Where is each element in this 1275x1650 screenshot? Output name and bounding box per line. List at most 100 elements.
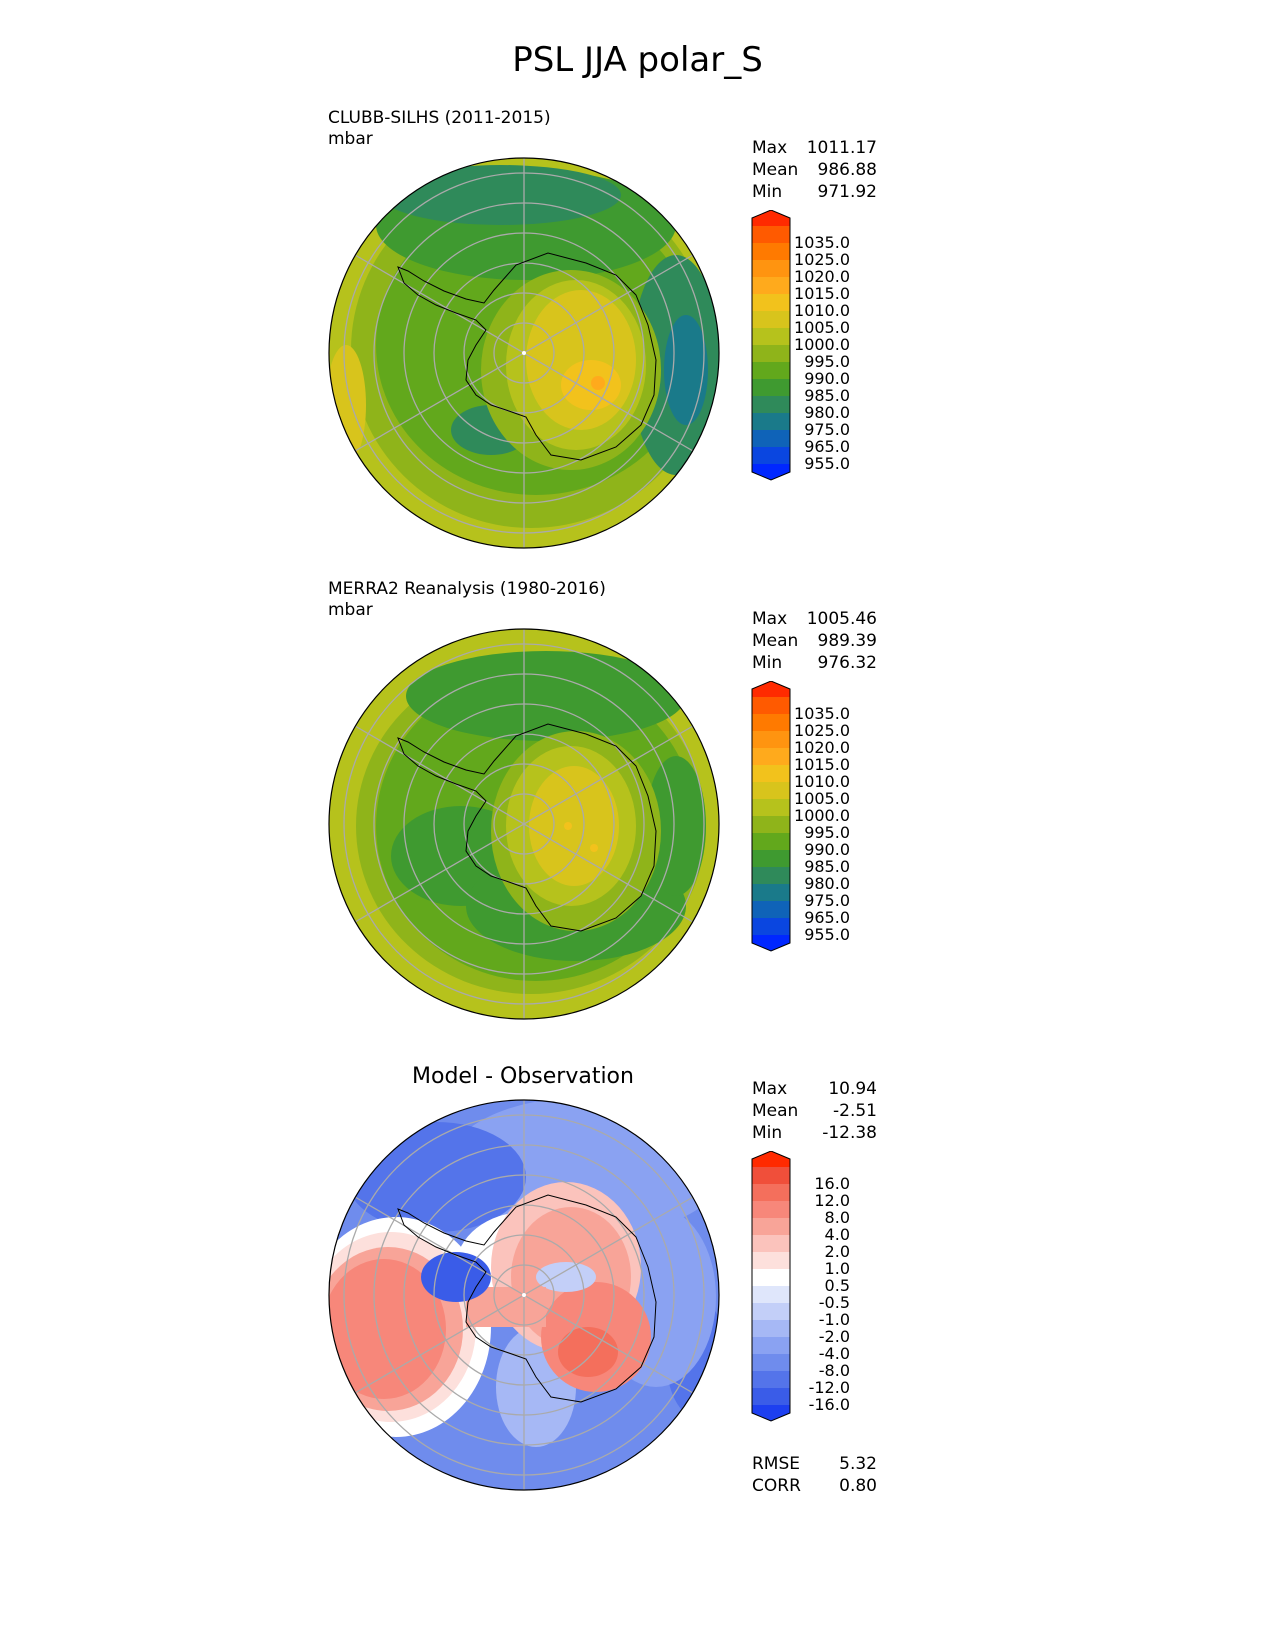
map-panel-obs — [328, 628, 720, 1020]
colorbar-outline — [751, 210, 791, 481]
panel-2-label: MERRA2 Reanalysis (1980-2016) mbar — [328, 579, 606, 621]
metric-value: 0.80 — [839, 1476, 877, 1496]
panel-3-title: Model - Observation — [412, 1064, 634, 1089]
metric-name: CORR — [752, 1476, 801, 1496]
colorbar-tick-label: 990.0 — [804, 369, 850, 388]
colorbar-extend-min — [752, 464, 790, 480]
coastline-antarctica — [397, 723, 657, 932]
colorbar-extend-max — [752, 1151, 790, 1167]
stat-value: -2.51 — [833, 1101, 877, 1121]
graticule — [343, 629, 705, 1019]
stat-min: Min 976.32 — [752, 652, 877, 674]
figure-title: PSL JJA polar_S — [512, 40, 763, 80]
stat-value: 976.32 — [817, 653, 877, 673]
colorbar-segment — [752, 901, 790, 919]
stat-value: 10.94 — [828, 1079, 877, 1099]
colorbar-segment — [752, 850, 790, 868]
colorbar-tick-label: 995.0 — [804, 823, 850, 842]
colorbar-segment — [752, 1167, 790, 1185]
stat-name: Max — [752, 609, 788, 629]
stat-name: Min — [752, 653, 783, 673]
colorbar-model: 1035.01025.01020.01015.01010.01005.01000… — [751, 210, 850, 481]
colorbar-segment — [752, 714, 790, 732]
stat-name: Mean — [752, 1101, 799, 1121]
stat-min: Min 971.92 — [752, 181, 877, 203]
colorbar-extend-max — [752, 210, 790, 226]
stat-name: Mean — [752, 631, 799, 651]
colorbar-tick-label: 1025.0 — [794, 721, 850, 740]
stat-name: Max — [752, 1079, 788, 1099]
colorbar-tick-label: 1010.0 — [794, 301, 850, 320]
colorbar-segment — [752, 311, 790, 329]
stat-value: 971.92 — [817, 182, 877, 202]
colorbar-tick-label: 1015.0 — [794, 284, 850, 303]
stat-mean: Mean 989.39 — [752, 630, 877, 652]
stat-value: 989.39 — [817, 631, 877, 651]
colorbar-segment — [752, 867, 790, 885]
panel-2-units: mbar — [328, 600, 373, 620]
colorbar-tick-label: 1005.0 — [794, 318, 850, 337]
colorbar-tick-label: 1.0 — [825, 1259, 850, 1278]
colorbar-tick-label: -8.0 — [819, 1361, 850, 1380]
colorbar-tick-label: 1005.0 — [794, 789, 850, 808]
colorbar-segment — [752, 816, 790, 834]
colorbar-tick-label: 1020.0 — [794, 738, 850, 757]
colorbar-segment — [752, 413, 790, 431]
colorbar-tick-label: 1025.0 — [794, 250, 850, 269]
colorbar-tick-label: -0.5 — [819, 1293, 850, 1312]
metric-corr: CORR 0.80 — [752, 1475, 877, 1497]
colorbar-segment — [752, 1388, 790, 1406]
colorbar-segment — [752, 345, 790, 363]
colorbar-tick-label: 985.0 — [804, 857, 850, 876]
stat-max: Max 1011.17 — [752, 137, 877, 159]
colorbar-tick-label: 995.0 — [804, 352, 850, 371]
metric-name: RMSE — [752, 1454, 801, 1474]
panel-1-label: CLUBB-SILHS (2011-2015) mbar — [328, 108, 551, 150]
stat-name: Min — [752, 182, 783, 202]
colorbar-tick-label: 0.5 — [825, 1276, 850, 1295]
stat-mean: Mean 986.88 — [752, 159, 877, 181]
colorbar-tick-label: -12.0 — [809, 1378, 850, 1397]
stat-value: 1005.46 — [806, 609, 877, 629]
colorbar-segment — [752, 430, 790, 448]
map-boundary — [328, 157, 720, 549]
colorbar-segment — [752, 362, 790, 380]
colorbar-segment — [752, 1218, 790, 1236]
colorbar-tick-label: 990.0 — [804, 840, 850, 859]
colorbar-diff: 16.012.08.04.02.01.00.5-0.5-1.0-2.0-4.0-… — [751, 1151, 850, 1422]
colorbar-outline — [751, 1151, 791, 1422]
colorbar-segment — [752, 1371, 790, 1389]
colorbar-tick-label: 8.0 — [825, 1208, 850, 1227]
colorbar-segment — [752, 396, 790, 414]
colorbar-tick-label: 980.0 — [804, 403, 850, 422]
panel-2-stats: Max 1005.46 Mean 989.39 Min 976.32 — [752, 608, 877, 674]
stat-value: 986.88 — [817, 160, 877, 180]
colorbar-segment — [752, 918, 790, 936]
colorbar-outline — [751, 681, 791, 952]
coastline-antarctica — [397, 252, 657, 461]
colorbar-tick-label: 975.0 — [804, 420, 850, 439]
stat-mean: Mean -2.51 — [752, 1100, 877, 1122]
colorbar-segment — [752, 1184, 790, 1202]
colorbar-segment — [752, 1201, 790, 1219]
colorbar-tick-label: 4.0 — [825, 1225, 850, 1244]
colorbar-segment — [752, 833, 790, 851]
colorbar-tick-label: 955.0 — [804, 925, 850, 944]
colorbar-tick-label: -4.0 — [819, 1344, 850, 1363]
colorbar-segment — [752, 379, 790, 397]
colorbar-segment — [752, 277, 790, 295]
colorbar-tick-label: 955.0 — [804, 454, 850, 473]
colorbar-segment — [752, 1286, 790, 1304]
map-panel-model — [328, 157, 720, 549]
map-boundary — [328, 1099, 720, 1491]
colorbar-segment — [752, 1235, 790, 1253]
stat-value: -12.38 — [822, 1123, 877, 1143]
coastline-antarctica — [397, 1194, 657, 1403]
stat-name: Max — [752, 138, 788, 158]
colorbar-tick-label: 1035.0 — [794, 704, 850, 723]
metric-rmse: RMSE 5.32 — [752, 1453, 877, 1475]
stat-max: Max 10.94 — [752, 1078, 877, 1100]
colorbar-segment — [752, 243, 790, 261]
colorbar-tick-label: -16.0 — [809, 1395, 850, 1414]
colorbar-tick-label: 1000.0 — [794, 335, 850, 354]
